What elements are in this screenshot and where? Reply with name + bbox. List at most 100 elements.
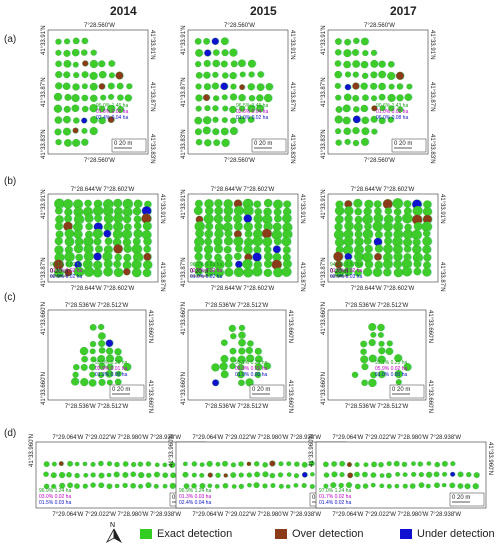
- coord-top: 7°28.560'W: [364, 23, 395, 29]
- tree-canopy: [84, 214, 94, 223]
- tree-canopy: [114, 253, 122, 262]
- tree-canopy: [243, 214, 253, 223]
- tree-canopy: [63, 49, 71, 57]
- scale-box: [249, 384, 285, 399]
- tree-canopy: [203, 94, 210, 102]
- stat-over: 02.9% 0.01 ha: [95, 366, 127, 372]
- tree-canopy: [98, 340, 106, 347]
- tree-canopy: [273, 199, 283, 210]
- tree-canopy: [403, 245, 412, 253]
- tree-canopy: [212, 59, 220, 68]
- coord-bottom: 7°29.064'W 7°29.022'W 7°28.980'W 7°28.93…: [332, 512, 461, 518]
- row-label-d: (d): [4, 428, 17, 439]
- tree-canopy: [74, 483, 80, 489]
- tree-canopy: [253, 214, 263, 224]
- coord-right: 41°33.83'N: [149, 134, 155, 164]
- map-panel-a-2017: 7°28.560'W 7°28.560'W 41°33.91'N 41°33.87'N…: [321, 23, 435, 164]
- tree-canopy: [344, 206, 354, 216]
- tree-canopy: [360, 138, 369, 146]
- tree-canopy: [422, 245, 432, 254]
- tree-canopy: [392, 198, 403, 209]
- tree-canopy: [368, 378, 377, 388]
- tree-canopy: [113, 260, 121, 268]
- tree-canopy: [98, 460, 104, 467]
- tree-canopy: [334, 222, 343, 231]
- tree-canopy: [63, 71, 71, 79]
- tree-canopy: [262, 483, 268, 489]
- tree-canopy: [397, 106, 404, 113]
- tree-canopy: [88, 363, 96, 371]
- coord-right: 41°33.87'N: [439, 262, 445, 292]
- tree-canopy: [354, 259, 364, 269]
- tree-canopy: [64, 268, 73, 277]
- tree-canopy: [105, 370, 113, 378]
- tree-canopy: [270, 483, 276, 488]
- stat-exact: 96.1% 0.69 ha: [50, 262, 82, 268]
- coord-bottom: 7°29.064'W 7°29.022'W 7°28.980'W 7°28.93…: [52, 512, 181, 518]
- tree-canopy: [360, 60, 369, 69]
- coord-left: 41°33.660'N: [181, 302, 187, 335]
- tree-canopy: [374, 244, 383, 253]
- scale-label: 0 20 m: [252, 387, 270, 393]
- tree-canopy: [382, 199, 393, 209]
- tree-canopy: [143, 252, 152, 261]
- tree-canopy: [117, 106, 124, 113]
- tree-canopy: [202, 126, 211, 135]
- tree-canopy: [343, 93, 352, 101]
- tree-canopy: [472, 483, 479, 490]
- tree-canopy: [204, 139, 212, 147]
- tree-canopy: [228, 324, 236, 332]
- tree-canopy: [153, 471, 160, 478]
- tree-canopy: [169, 461, 176, 468]
- tree-canopy: [81, 117, 88, 124]
- tree-canopy: [230, 60, 238, 68]
- scale-box: [251, 138, 287, 153]
- tree-canopy: [107, 104, 116, 113]
- tree-canopy: [214, 199, 223, 208]
- tree-canopy: [90, 116, 98, 124]
- tree-canopy: [378, 117, 386, 125]
- row-label-b: (b): [4, 176, 17, 187]
- tree-canopy: [90, 94, 98, 102]
- tree-canopy: [248, 95, 256, 102]
- tree-canopy: [378, 93, 386, 101]
- tree-canopy: [133, 215, 142, 224]
- tree-canopy: [229, 347, 237, 355]
- tree-canopy: [195, 199, 203, 208]
- tree-canopy: [339, 460, 345, 467]
- tree-canopy: [114, 483, 120, 489]
- scale-box: [109, 384, 145, 399]
- tree-canopy: [224, 229, 233, 238]
- tree-canopy: [114, 348, 122, 356]
- tree-canopy: [199, 473, 205, 478]
- tree-canopy: [106, 472, 112, 478]
- tree-canopy: [247, 104, 256, 113]
- stat-under: 01.4% 0.02 ha: [319, 500, 351, 506]
- tree-canopy: [106, 461, 112, 467]
- tree-canopy: [123, 244, 132, 253]
- tree-canopy: [98, 324, 105, 331]
- year-label-2014: 2014: [110, 4, 137, 18]
- map-frame: [327, 29, 429, 155]
- tree-canopy: [238, 483, 244, 489]
- tree-canopy: [90, 356, 97, 363]
- tree-canopy: [254, 461, 260, 467]
- tree-canopy: [252, 252, 262, 262]
- tree-canopy: [238, 94, 246, 102]
- scale-label: 0 20 m: [394, 141, 412, 147]
- tree-canopy: [170, 472, 176, 479]
- tree-canopy: [246, 461, 252, 467]
- tree-canopy: [107, 116, 115, 123]
- tree-canopy: [344, 83, 352, 91]
- tree-canopy: [220, 355, 229, 363]
- tree-canopy: [278, 483, 284, 489]
- tree-canopy: [219, 362, 228, 371]
- tree-canopy: [418, 482, 425, 488]
- tree-canopy: [81, 128, 88, 134]
- tree-canopy: [90, 472, 96, 478]
- tree-canopy: [124, 94, 132, 102]
- tree-canopy: [74, 473, 80, 479]
- coord-bottom: 7°28.536'W 7°28.512'W: [65, 404, 129, 410]
- tree-canopy: [247, 116, 255, 123]
- year-label-2017: 2017: [390, 4, 417, 18]
